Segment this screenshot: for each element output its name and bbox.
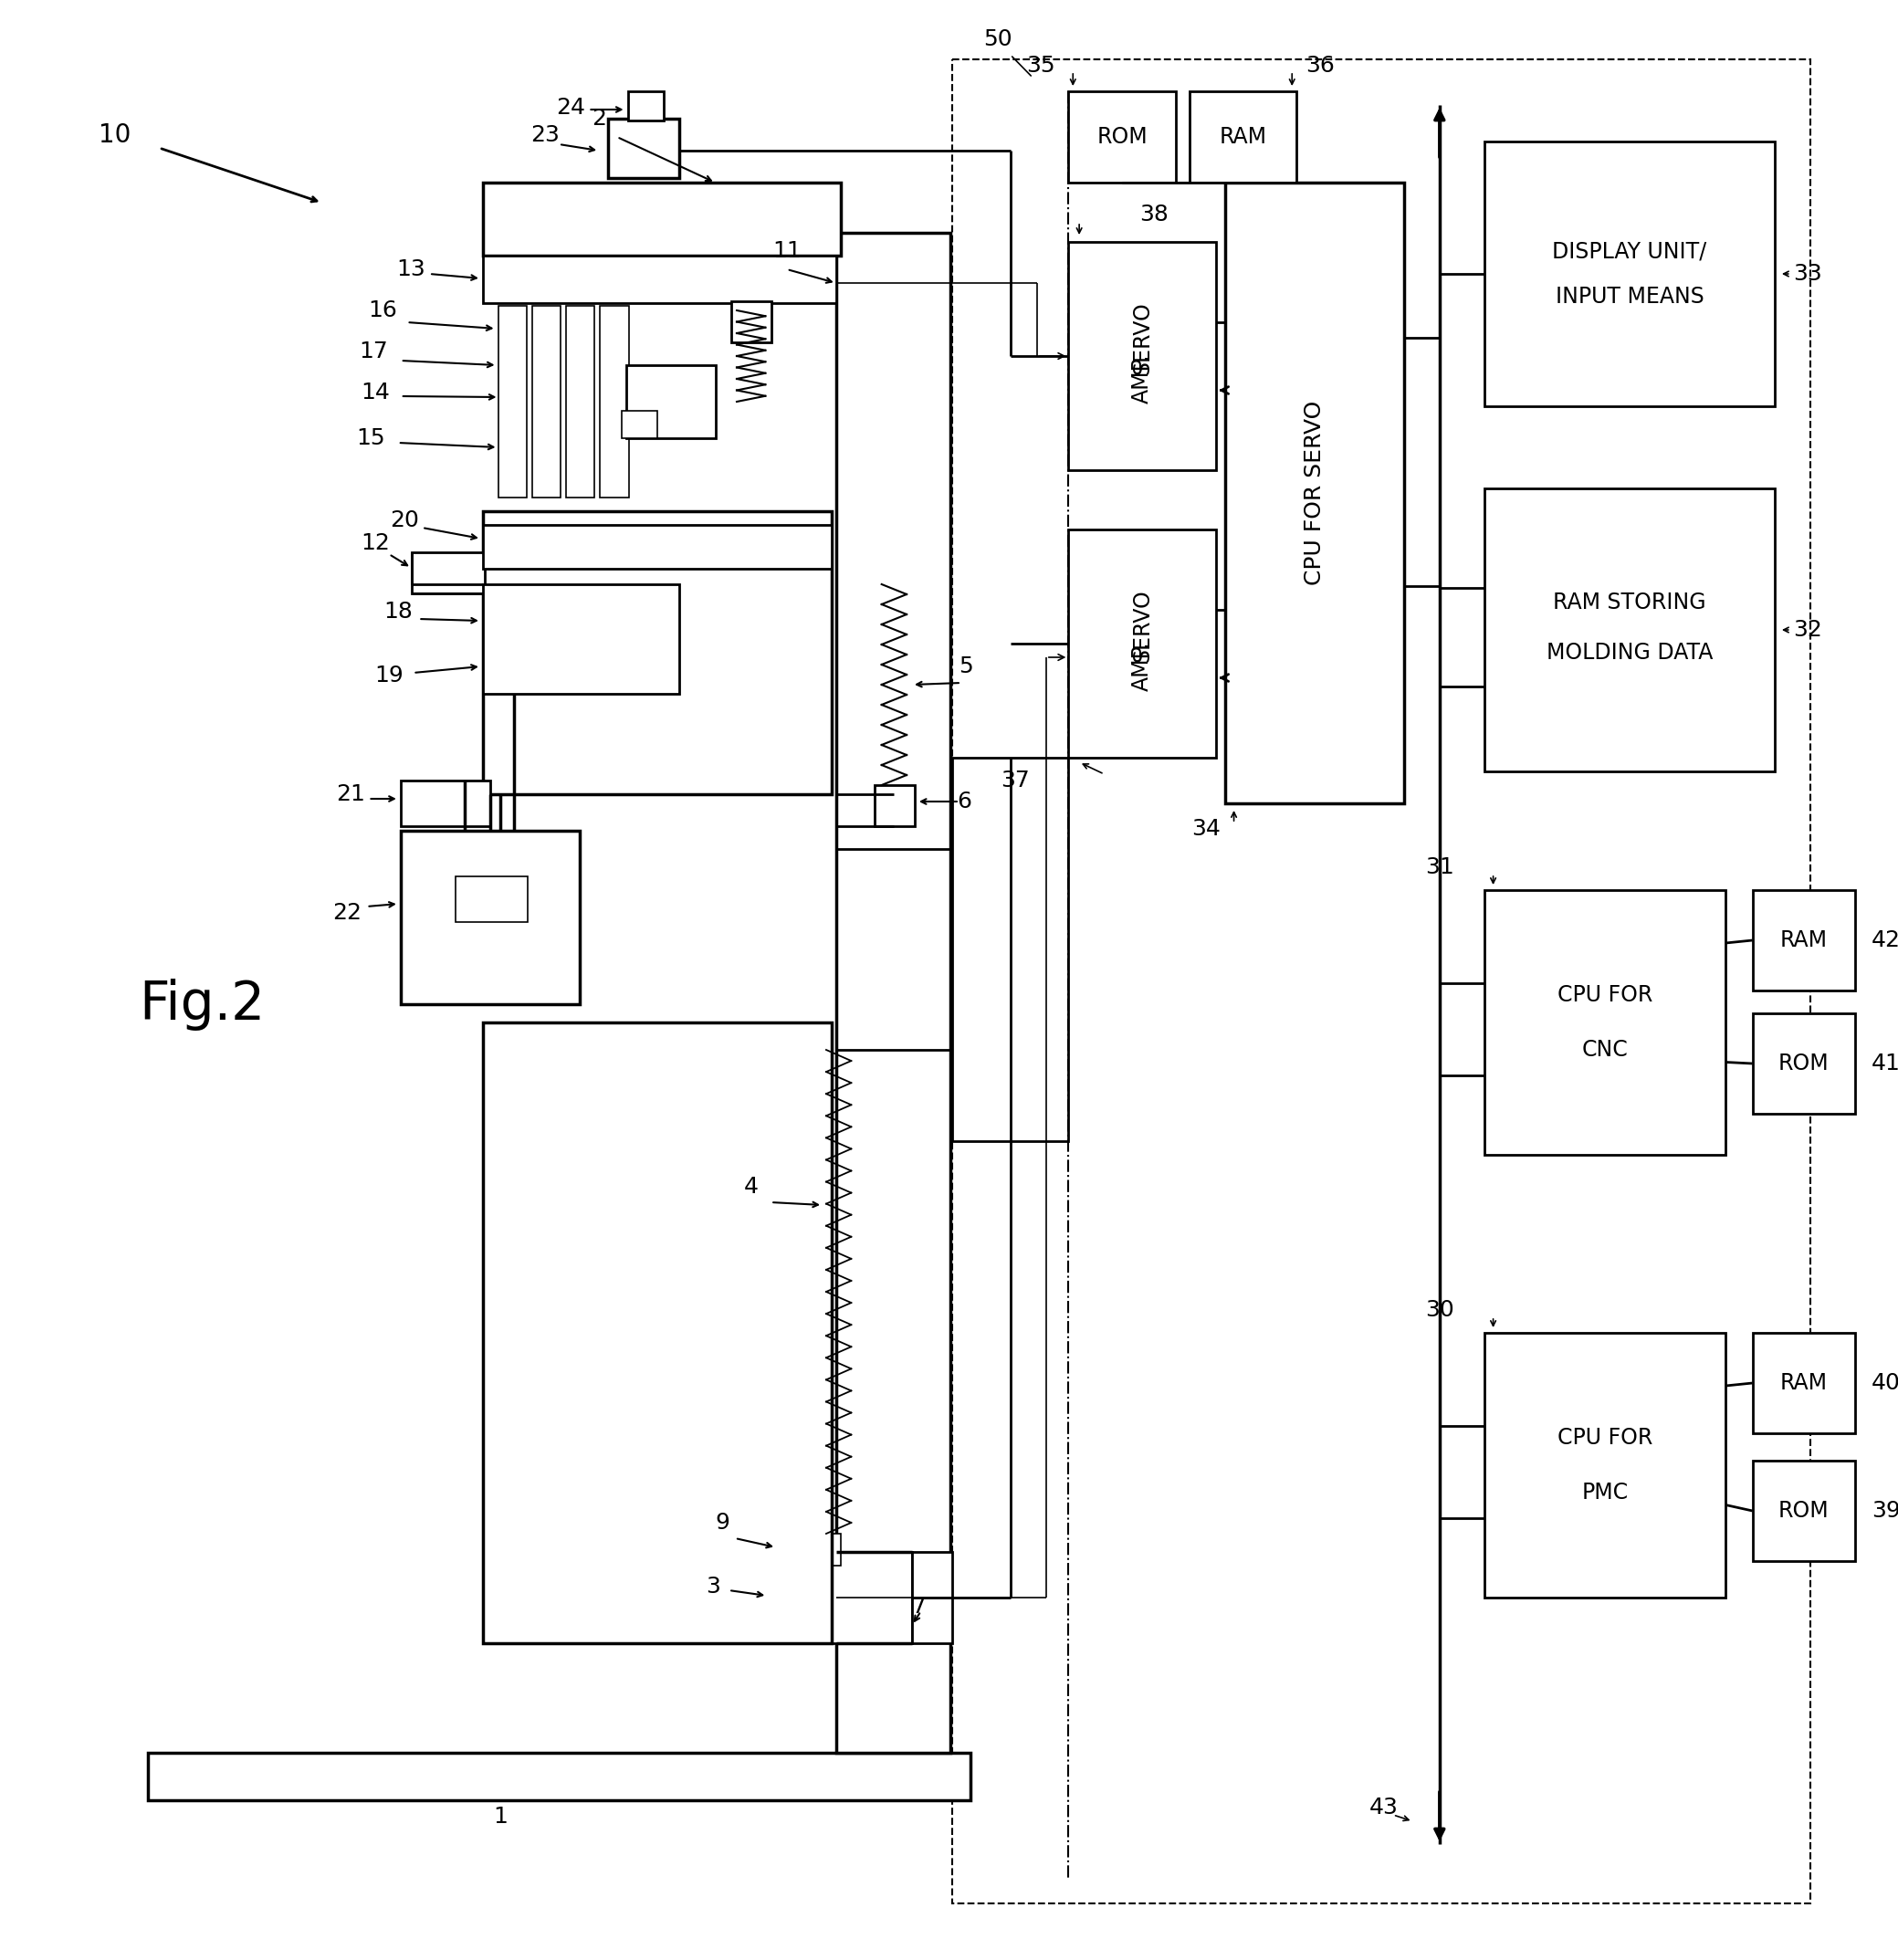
Text: 24: 24 xyxy=(556,96,585,120)
Text: ROM: ROM xyxy=(1778,1053,1830,1074)
Text: 4: 4 xyxy=(744,1176,759,1198)
Bar xyxy=(913,1552,953,1642)
Text: AMP.: AMP. xyxy=(1131,641,1154,692)
Bar xyxy=(778,1533,841,1566)
Text: 5: 5 xyxy=(958,655,974,678)
Bar xyxy=(875,786,915,827)
Text: ROM: ROM xyxy=(1778,1499,1830,1521)
Text: PMC: PMC xyxy=(1581,1482,1628,1503)
Bar xyxy=(1190,92,1296,182)
Bar xyxy=(1484,1333,1725,1597)
Text: ROM: ROM xyxy=(1097,125,1148,147)
Text: 30: 30 xyxy=(1425,1299,1454,1321)
Text: 33: 33 xyxy=(1794,263,1822,284)
Bar xyxy=(482,182,841,255)
Text: CPU FOR: CPU FOR xyxy=(1556,984,1653,1005)
Text: 12: 12 xyxy=(361,533,391,555)
Text: 35: 35 xyxy=(1027,55,1055,76)
Text: 38: 38 xyxy=(1139,204,1169,225)
Text: 32: 32 xyxy=(1794,619,1822,641)
Bar xyxy=(400,780,490,827)
Text: 14: 14 xyxy=(361,382,391,404)
Text: 13: 13 xyxy=(397,259,425,280)
Bar xyxy=(1224,182,1405,804)
Text: 37: 37 xyxy=(1000,770,1029,792)
Text: 6: 6 xyxy=(957,790,972,813)
Bar xyxy=(1069,529,1217,759)
Text: 16: 16 xyxy=(368,300,397,321)
Text: 34: 34 xyxy=(1192,817,1220,841)
Bar xyxy=(628,92,664,120)
Bar xyxy=(731,302,772,343)
Text: 1: 1 xyxy=(493,1805,509,1827)
Text: 42: 42 xyxy=(1871,929,1898,951)
Text: CNC: CNC xyxy=(1581,1039,1628,1060)
Text: RAM: RAM xyxy=(1219,125,1266,147)
Bar xyxy=(1484,890,1725,1154)
Bar xyxy=(531,306,560,498)
Text: 50: 50 xyxy=(983,27,1012,51)
Bar xyxy=(1484,141,1775,406)
Bar xyxy=(412,553,484,594)
Text: INPUT MEANS: INPUT MEANS xyxy=(1554,286,1704,308)
Text: SERVO: SERVO xyxy=(1131,302,1154,374)
Text: 15: 15 xyxy=(357,427,385,449)
Bar xyxy=(607,120,679,178)
Bar xyxy=(626,365,716,439)
Text: 31: 31 xyxy=(1425,857,1454,878)
Bar xyxy=(835,233,951,1752)
Text: MOLDING DATA: MOLDING DATA xyxy=(1547,641,1712,664)
Text: 3: 3 xyxy=(706,1576,719,1597)
Text: 40: 40 xyxy=(1871,1372,1898,1394)
Text: CPU FOR: CPU FOR xyxy=(1556,1427,1653,1448)
Text: 43: 43 xyxy=(1370,1797,1399,1819)
Bar xyxy=(566,306,594,498)
Text: 7: 7 xyxy=(911,1595,926,1617)
Text: 11: 11 xyxy=(772,239,801,263)
Text: RAM: RAM xyxy=(1780,1372,1828,1394)
Bar xyxy=(1069,241,1217,470)
Bar xyxy=(1752,1460,1856,1560)
Bar xyxy=(953,59,1811,1903)
Bar xyxy=(482,512,831,794)
Bar xyxy=(1752,1013,1856,1113)
Bar xyxy=(621,412,657,439)
Bar xyxy=(400,831,579,1004)
Bar xyxy=(482,584,679,694)
Text: 39: 39 xyxy=(1871,1499,1898,1521)
Text: AMP.: AMP. xyxy=(1131,355,1154,404)
Bar xyxy=(456,876,528,921)
Text: 2: 2 xyxy=(592,108,605,129)
Bar xyxy=(148,1752,970,1799)
Text: SERVO: SERVO xyxy=(1131,588,1154,662)
Text: 21: 21 xyxy=(336,784,364,806)
Bar xyxy=(497,306,526,498)
Text: Fig.2: Fig.2 xyxy=(139,978,266,1031)
Text: 20: 20 xyxy=(389,510,419,531)
Text: DISPLAY UNIT/: DISPLAY UNIT/ xyxy=(1553,239,1706,263)
Bar xyxy=(1484,488,1775,772)
Text: 19: 19 xyxy=(374,664,404,686)
Bar xyxy=(600,306,628,498)
Text: 36: 36 xyxy=(1306,55,1334,76)
Text: 17: 17 xyxy=(359,341,389,363)
Text: 18: 18 xyxy=(383,600,412,623)
Text: 22: 22 xyxy=(332,902,361,923)
Bar xyxy=(769,1552,913,1642)
Text: RAM STORING: RAM STORING xyxy=(1553,592,1706,613)
Bar xyxy=(482,255,835,304)
Text: 23: 23 xyxy=(531,123,560,147)
Bar xyxy=(1752,1333,1856,1433)
Text: 10: 10 xyxy=(99,122,131,147)
Text: 41: 41 xyxy=(1871,1053,1898,1074)
Bar xyxy=(1752,890,1856,990)
Text: 9: 9 xyxy=(716,1511,729,1533)
Text: CPU FOR SERVO: CPU FOR SERVO xyxy=(1304,400,1325,586)
Bar xyxy=(482,525,831,568)
Bar xyxy=(953,759,1069,1141)
Bar xyxy=(1069,92,1175,182)
Text: RAM: RAM xyxy=(1780,929,1828,951)
Bar xyxy=(482,1023,831,1642)
